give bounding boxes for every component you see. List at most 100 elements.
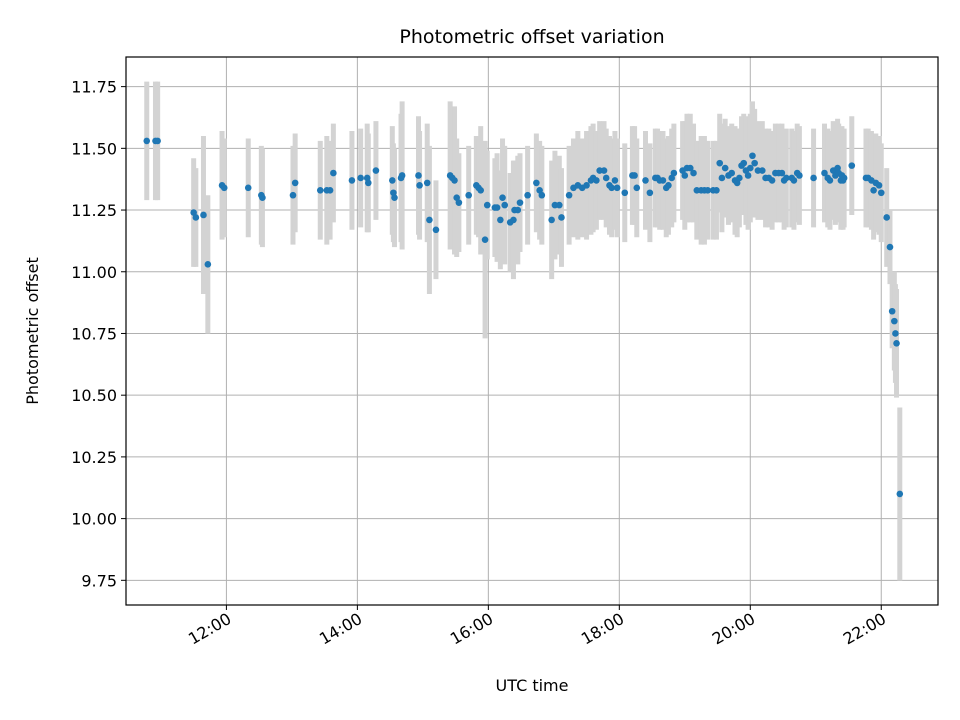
data-point bbox=[848, 162, 856, 169]
data-point bbox=[192, 214, 200, 221]
data-point bbox=[451, 177, 458, 184]
y-axis-title: Photometric offset bbox=[23, 257, 42, 405]
data-point bbox=[613, 184, 621, 192]
data-point bbox=[810, 174, 817, 182]
data-point bbox=[631, 172, 638, 179]
data-point bbox=[877, 189, 885, 197]
data-point bbox=[778, 169, 786, 177]
data-point bbox=[453, 194, 460, 202]
data-point bbox=[423, 179, 431, 187]
data-point bbox=[483, 201, 491, 209]
data-point bbox=[751, 159, 758, 167]
data-point bbox=[364, 179, 372, 187]
data-point bbox=[886, 243, 894, 251]
y-tick-label: 9.75 bbox=[81, 571, 117, 590]
data-point bbox=[746, 164, 754, 172]
data-point bbox=[565, 191, 573, 199]
data-point bbox=[415, 172, 422, 179]
data-point bbox=[686, 164, 694, 172]
data-point bbox=[875, 182, 883, 189]
data-point bbox=[548, 216, 555, 224]
data-point bbox=[501, 201, 509, 209]
data-point bbox=[330, 169, 337, 177]
data-point bbox=[536, 186, 543, 194]
data-point bbox=[690, 169, 697, 177]
data-point bbox=[888, 307, 896, 315]
data-point bbox=[524, 191, 531, 199]
y-tick-label: 10.25 bbox=[71, 448, 117, 467]
data-point bbox=[716, 159, 724, 167]
y-tick-label: 11.50 bbox=[71, 139, 117, 158]
plot-frame bbox=[125, 56, 939, 606]
data-point bbox=[642, 177, 649, 184]
data-point bbox=[583, 182, 590, 189]
data-point bbox=[821, 169, 828, 177]
data-point bbox=[533, 179, 540, 187]
y-axis-ticks: 9.75 10.00 10.25 10.50 10.75 11.00 11.25 11.50 1… bbox=[71, 78, 126, 590]
data-point bbox=[668, 174, 675, 182]
data-point bbox=[608, 184, 615, 192]
data-point bbox=[259, 194, 266, 202]
data-point bbox=[316, 186, 324, 194]
data-point bbox=[659, 177, 667, 184]
data-point bbox=[416, 182, 423, 189]
data-point bbox=[497, 216, 504, 224]
data-point bbox=[326, 186, 334, 194]
data-point bbox=[840, 174, 848, 182]
grid bbox=[126, 57, 938, 605]
data-point bbox=[555, 201, 563, 209]
data-point bbox=[704, 186, 712, 194]
data-point bbox=[389, 177, 396, 184]
x-axis-title: UTC time bbox=[496, 676, 569, 695]
data-point bbox=[611, 177, 619, 184]
data-point bbox=[892, 330, 899, 337]
data-point bbox=[220, 184, 228, 192]
data-point bbox=[357, 174, 364, 182]
y-tick-label: 11.25 bbox=[71, 201, 117, 220]
data-point bbox=[721, 164, 729, 172]
data-point bbox=[510, 216, 517, 224]
data-point bbox=[291, 179, 299, 187]
data-point bbox=[749, 152, 756, 160]
data-point bbox=[200, 211, 207, 219]
data-point bbox=[633, 184, 641, 192]
data-point bbox=[190, 209, 197, 216]
data-point bbox=[718, 174, 726, 182]
data-point bbox=[870, 186, 877, 194]
data-point bbox=[455, 199, 463, 206]
data-point bbox=[665, 182, 672, 189]
data-point bbox=[244, 184, 252, 192]
y-tick-label: 11.00 bbox=[71, 263, 117, 282]
data-point bbox=[891, 317, 898, 325]
data-point bbox=[538, 191, 546, 199]
data-point bbox=[768, 177, 776, 184]
data-point bbox=[883, 214, 891, 221]
data-point bbox=[372, 167, 380, 174]
data-point bbox=[593, 177, 600, 184]
data-point bbox=[154, 137, 161, 145]
data-point bbox=[826, 177, 834, 184]
data-point bbox=[432, 226, 440, 234]
data-point bbox=[681, 172, 689, 179]
data-point bbox=[893, 340, 900, 347]
chart-title: Photometric offset variation bbox=[399, 26, 664, 48]
data-point bbox=[758, 167, 766, 174]
data-point bbox=[736, 174, 743, 182]
data-point bbox=[600, 167, 608, 174]
y-tick-label: 10.00 bbox=[71, 510, 117, 529]
data-point bbox=[477, 186, 485, 194]
data-point bbox=[896, 490, 904, 498]
data-point bbox=[499, 194, 506, 202]
data-point bbox=[514, 206, 522, 214]
data-point bbox=[834, 164, 841, 172]
data-point bbox=[782, 174, 790, 182]
data-points bbox=[143, 137, 904, 498]
data-point bbox=[398, 172, 406, 179]
data-point bbox=[391, 194, 398, 202]
y-tick-label: 10.75 bbox=[71, 324, 117, 343]
data-point bbox=[646, 189, 654, 197]
data-point bbox=[733, 179, 741, 187]
data-point bbox=[744, 172, 752, 179]
data-point bbox=[740, 159, 748, 167]
